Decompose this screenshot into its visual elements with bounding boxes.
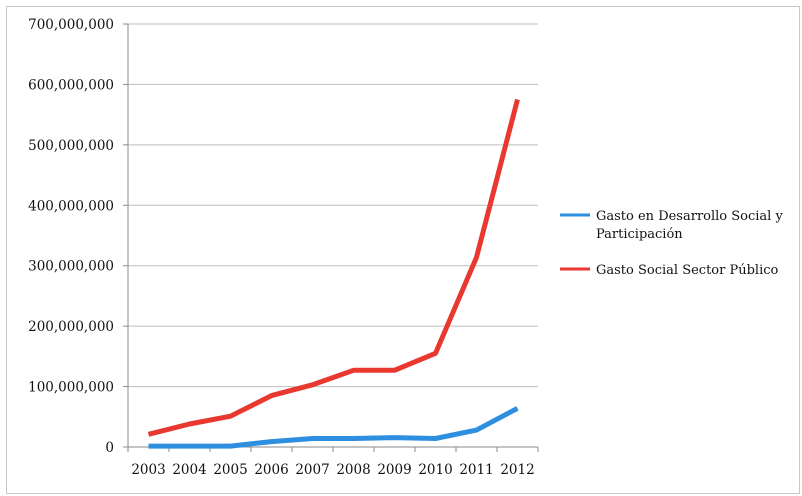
y-tick-labels: 0 100,000,000 200,000,000 300,000,000 400,00… xyxy=(28,17,114,456)
y-tick-label: 400,000,000 xyxy=(28,198,114,214)
axes xyxy=(123,23,539,452)
series-line-1 xyxy=(148,406,519,449)
chart-frame xyxy=(6,6,800,494)
legend-label: Participación xyxy=(596,227,683,242)
y-tick-label: 0 xyxy=(105,440,114,456)
x-tick-label: 2005 xyxy=(213,462,247,478)
x-tick-label: 2012 xyxy=(500,462,534,478)
legend: Gasto en Desarrollo Social y Participació… xyxy=(560,209,783,278)
y-tick-label: 100,000,000 xyxy=(28,380,114,396)
legend-label: Gasto en Desarrollo Social y xyxy=(596,209,783,224)
y-tick-label: 200,000,000 xyxy=(28,319,114,335)
legend-label: Gasto Social Sector Público xyxy=(596,263,779,278)
x-tick-label: 2007 xyxy=(295,462,329,478)
x-tick-label: 2006 xyxy=(254,462,288,478)
y-tick-label: 500,000,000 xyxy=(28,138,114,154)
y-tick-label: 300,000,000 xyxy=(28,259,114,275)
x-tick-label: 2009 xyxy=(377,462,411,478)
y-tick-label: 600,000,000 xyxy=(28,77,114,93)
series-lines xyxy=(147,98,520,449)
grid-lines xyxy=(128,23,538,388)
x-tick-labels: 2003 2004 2005 2006 2007 2008 2009 2010 2011 2012 xyxy=(131,462,534,478)
y-tick-label: 700,000,000 xyxy=(28,17,114,33)
x-tick-label: 2011 xyxy=(459,462,493,478)
x-tick-label: 2004 xyxy=(172,462,206,478)
x-tick-label: 2003 xyxy=(131,462,165,478)
series-line-2 xyxy=(147,98,520,437)
x-tick-label: 2010 xyxy=(418,462,452,478)
x-tick-label: 2008 xyxy=(336,462,370,478)
